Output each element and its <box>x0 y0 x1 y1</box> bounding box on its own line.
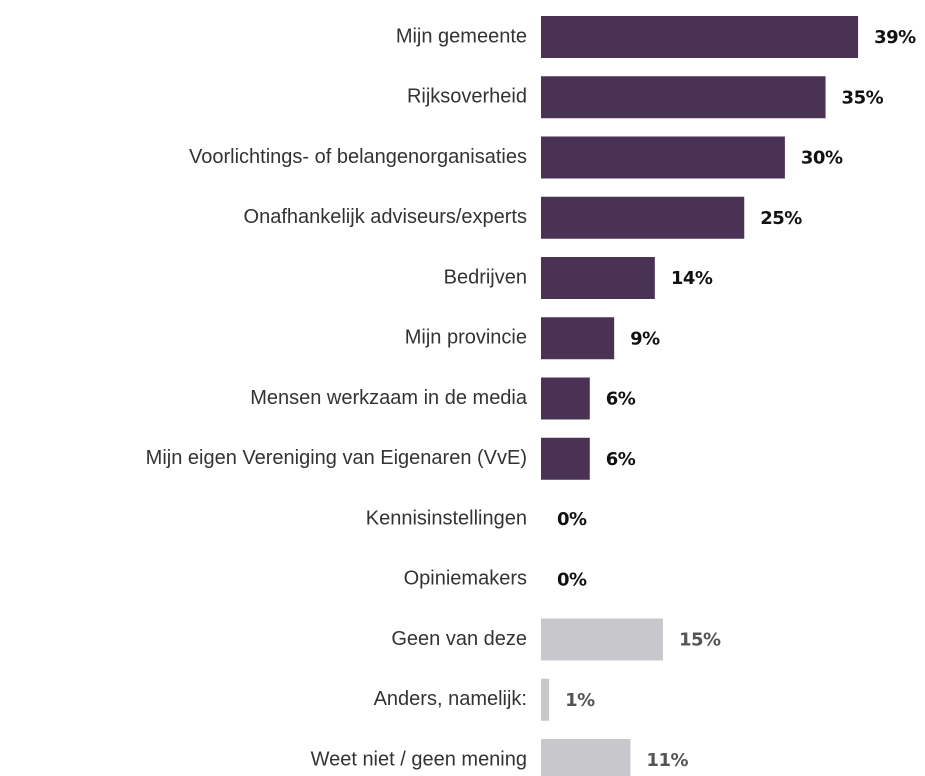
value-label: 15% <box>679 630 721 651</box>
category-label: Mijn provincie <box>405 327 527 349</box>
value-label: 14% <box>671 268 713 289</box>
bar <box>541 196 745 239</box>
bar <box>541 76 826 119</box>
value-label: 0% <box>557 509 587 530</box>
value-label: 9% <box>630 328 660 349</box>
category-label: Weet niet / geen mening <box>311 748 527 770</box>
bar <box>541 618 663 661</box>
value-label: 0% <box>557 569 587 590</box>
category-label: Onafhankelijk adviseurs/experts <box>244 206 527 228</box>
bar <box>541 437 590 480</box>
value-label: 6% <box>606 449 636 470</box>
category-label: Mensen werkzaam in de media <box>250 387 528 409</box>
bar <box>541 136 785 179</box>
value-label: 35% <box>842 87 884 108</box>
value-label: 11% <box>646 750 688 771</box>
value-label: 25% <box>760 208 802 229</box>
category-label: Rijksoverheid <box>407 86 527 108</box>
category-label: Mijn gemeente <box>396 25 527 47</box>
category-label: Voorlichtings- of belangenorganisaties <box>189 146 527 168</box>
bar <box>541 377 590 420</box>
category-label: Anders, namelijk: <box>374 688 527 710</box>
category-label: Bedrijven <box>444 266 527 288</box>
category-label: Opiniemakers <box>404 568 527 590</box>
bar <box>541 739 631 776</box>
bar <box>541 317 615 360</box>
category-label: Geen van deze <box>391 628 527 650</box>
bar <box>541 678 550 721</box>
category-label: Kennisinstellingen <box>366 507 527 529</box>
category-label: Mijn eigen Vereniging van Eigenaren (VvE… <box>146 447 527 469</box>
value-label: 1% <box>565 690 595 711</box>
bar <box>541 257 655 299</box>
value-label: 6% <box>606 389 636 410</box>
value-label: 39% <box>874 27 916 48</box>
bar <box>541 16 859 58</box>
value-label: 30% <box>801 148 843 169</box>
